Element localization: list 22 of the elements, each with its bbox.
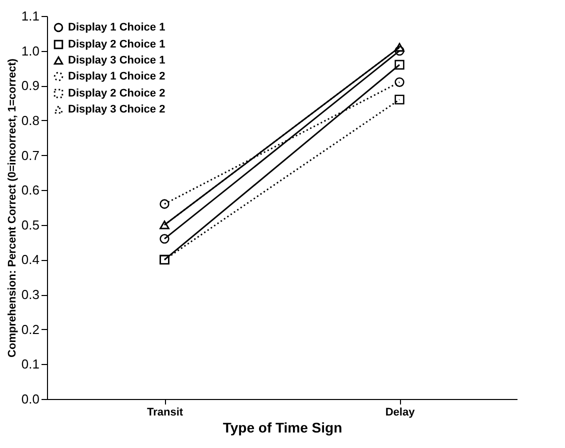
legend-label: Display 1 Choice 1 <box>68 22 166 34</box>
y-tick-label: 0.2 <box>21 322 40 337</box>
y-tick-label: 0.5 <box>21 217 40 232</box>
legend-label: Display 3 Choice 1 <box>68 54 166 66</box>
legend-label: Display 1 Choice 2 <box>68 70 166 82</box>
legend-label: Display 3 Choice 2 <box>68 104 166 116</box>
y-tick-label: 1.1 <box>21 8 40 24</box>
y-tick-label: 0.9 <box>21 78 40 94</box>
y-tick-label: 0.3 <box>21 287 40 302</box>
y-tick-label: 1.0 <box>21 43 40 58</box>
x-tick-label: Delay <box>385 406 416 418</box>
y-tick-label: 0.8 <box>21 112 40 128</box>
y-tick-label: 0.7 <box>21 148 40 163</box>
y-tick-label: 0.6 <box>21 182 40 198</box>
y-tick-label: 0.4 <box>21 252 40 268</box>
legend-label: Display 2 Choice 1 <box>68 38 166 50</box>
y-tick-label: 0.1 <box>21 356 40 372</box>
y-axis-title: Comprehension: Percent Correct (0=incorrect, 1=correct) <box>6 58 18 358</box>
y-tick-label: 0.0 <box>21 392 40 406</box>
legend-label: Display 2 Choice 2 <box>68 88 166 100</box>
x-tick-label: Transit <box>146 406 184 418</box>
x-axis-title: Type of Time Sign <box>222 420 342 436</box>
